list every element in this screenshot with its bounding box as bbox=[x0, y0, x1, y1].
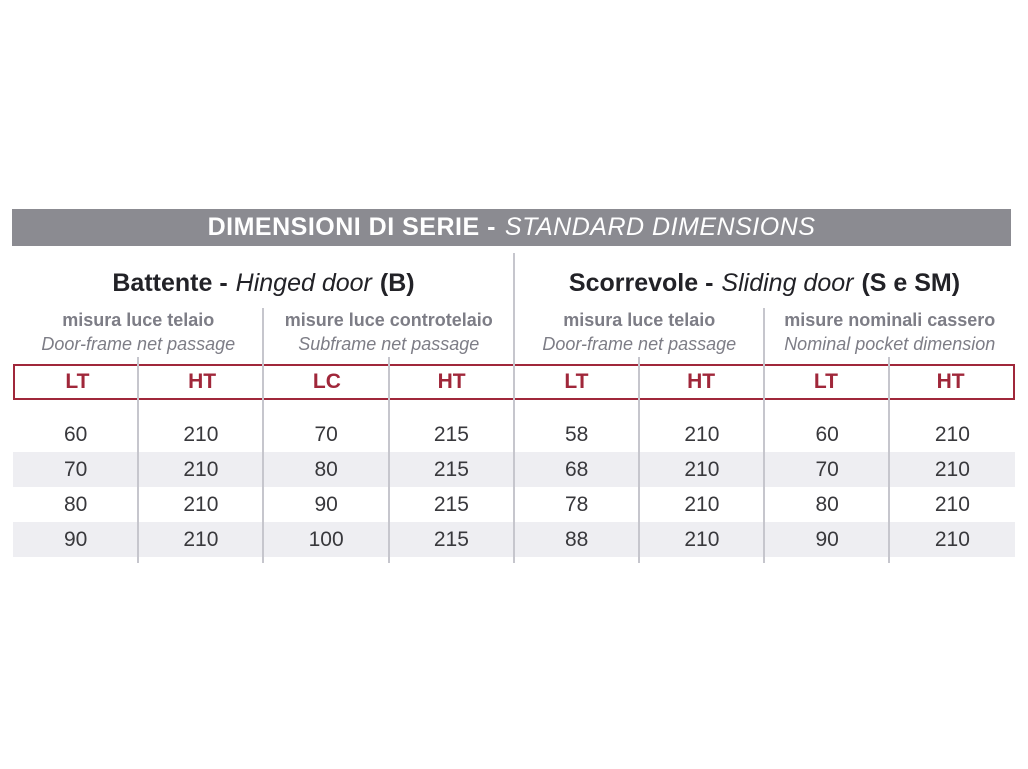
column-divider bbox=[513, 253, 515, 563]
table-cell: 210 bbox=[934, 422, 970, 446]
section-code: (B) bbox=[379, 268, 415, 297]
table-cell: 210 bbox=[934, 457, 970, 481]
subheader-door-frame-net-passage: misura luce telaio Door-frame net passag… bbox=[514, 308, 765, 362]
column-header-lt: LT bbox=[564, 370, 589, 393]
subheader-english: Door-frame net passage bbox=[41, 334, 236, 354]
table-cell: 210 bbox=[684, 422, 720, 446]
subheader-door-frame-net-passage: misura luce telaio Door-frame net passag… bbox=[13, 308, 264, 362]
table-cell: 80 bbox=[63, 492, 88, 516]
table-cell: 210 bbox=[183, 422, 219, 446]
section-code: (S e SM) bbox=[861, 268, 961, 297]
column-divider bbox=[888, 357, 890, 563]
table-cell: 215 bbox=[433, 527, 469, 551]
subheader-subframe-net-passage: misure luce controtelaio Subframe net pa… bbox=[264, 308, 515, 362]
table-cell: 58 bbox=[564, 422, 589, 446]
column-header-ht: HT bbox=[687, 370, 716, 393]
column-divider bbox=[763, 308, 765, 563]
column-header-lt: LT bbox=[813, 370, 838, 393]
column-header-lt: LT bbox=[65, 370, 90, 393]
column-divider bbox=[388, 357, 390, 563]
table-cell: 68 bbox=[564, 457, 589, 481]
table-cell: 210 bbox=[183, 527, 219, 551]
subheader-english: Nominal pocket dimension bbox=[784, 334, 996, 354]
table-cell: 215 bbox=[433, 422, 469, 446]
table-cell: 210 bbox=[684, 457, 720, 481]
subheader-italian: misure luce controtelaio bbox=[284, 310, 493, 330]
title-english: STANDARD DIMENSIONS bbox=[504, 213, 816, 241]
section-name-english: Sliding door bbox=[721, 268, 854, 297]
table-cell: 80 bbox=[815, 492, 839, 516]
table-row: 80 210 90 215 78 210 80 210 bbox=[13, 487, 1015, 522]
table-cell: 80 bbox=[314, 457, 338, 481]
table-cell: 90 bbox=[63, 527, 88, 551]
table-cell: 210 bbox=[183, 457, 219, 481]
subheader-nominal-pocket-dimension: misure nominali cassero Nominal pocket d… bbox=[765, 308, 1016, 362]
subheader-italian: misura luce telaio bbox=[563, 310, 716, 330]
section-header-sliding-door: Scorrevole - Sliding door (S e SM) bbox=[514, 261, 1015, 305]
table-cell: 215 bbox=[433, 492, 469, 516]
subheader-row: misura luce telaio Door-frame net passag… bbox=[13, 308, 1015, 362]
table-cell: 78 bbox=[564, 492, 589, 516]
table-cell: 100 bbox=[308, 527, 344, 551]
subheader-english: Door-frame net passage bbox=[542, 334, 737, 354]
column-divider bbox=[638, 357, 640, 563]
table-cell: 210 bbox=[934, 492, 970, 516]
table-cell: 210 bbox=[684, 527, 720, 551]
section-name-english: Hinged door bbox=[235, 268, 372, 297]
table-row: 60 210 70 215 58 210 60 210 bbox=[13, 417, 1015, 452]
title-banner: DIMENSIONI DI SERIE - STANDARD DIMENSION… bbox=[12, 209, 1011, 246]
table-cell: 90 bbox=[314, 492, 338, 516]
table-cell: 60 bbox=[63, 422, 88, 446]
table-cell: 60 bbox=[815, 422, 839, 446]
table-cell: 70 bbox=[63, 457, 88, 481]
column-divider bbox=[262, 308, 264, 563]
column-divider bbox=[137, 357, 139, 563]
section-header-hinged-door: Battente - Hinged door (B) bbox=[13, 261, 514, 305]
table-cell: 88 bbox=[564, 527, 589, 551]
table-cell: 70 bbox=[815, 457, 839, 481]
column-header-ht: HT bbox=[437, 370, 466, 393]
column-header-ht: HT bbox=[188, 370, 217, 393]
subheader-italian: misure nominali cassero bbox=[784, 310, 996, 330]
subheader-english: Subframe net passage bbox=[298, 334, 480, 354]
column-header-ht: HT bbox=[936, 370, 965, 393]
table-cell: 90 bbox=[815, 527, 839, 551]
table-cell: 210 bbox=[183, 492, 219, 516]
column-header-lc: LC bbox=[312, 370, 341, 393]
section-name-italian: Battente - bbox=[112, 268, 228, 297]
title-italian: DIMENSIONI DI SERIE - bbox=[207, 213, 496, 241]
table-cell: 70 bbox=[314, 422, 338, 446]
section-header-row: Battente - Hinged door (B) Scorrevole - … bbox=[13, 261, 1015, 305]
section-name-italian: Scorrevole - bbox=[568, 268, 714, 297]
table-cell: 215 bbox=[433, 457, 469, 481]
subheader-italian: misura luce telaio bbox=[62, 310, 215, 330]
table-cell: 210 bbox=[684, 492, 720, 516]
table-cell: 210 bbox=[934, 527, 970, 551]
